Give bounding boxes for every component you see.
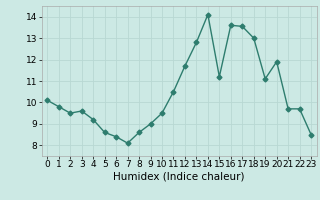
X-axis label: Humidex (Indice chaleur): Humidex (Indice chaleur) <box>114 172 245 182</box>
